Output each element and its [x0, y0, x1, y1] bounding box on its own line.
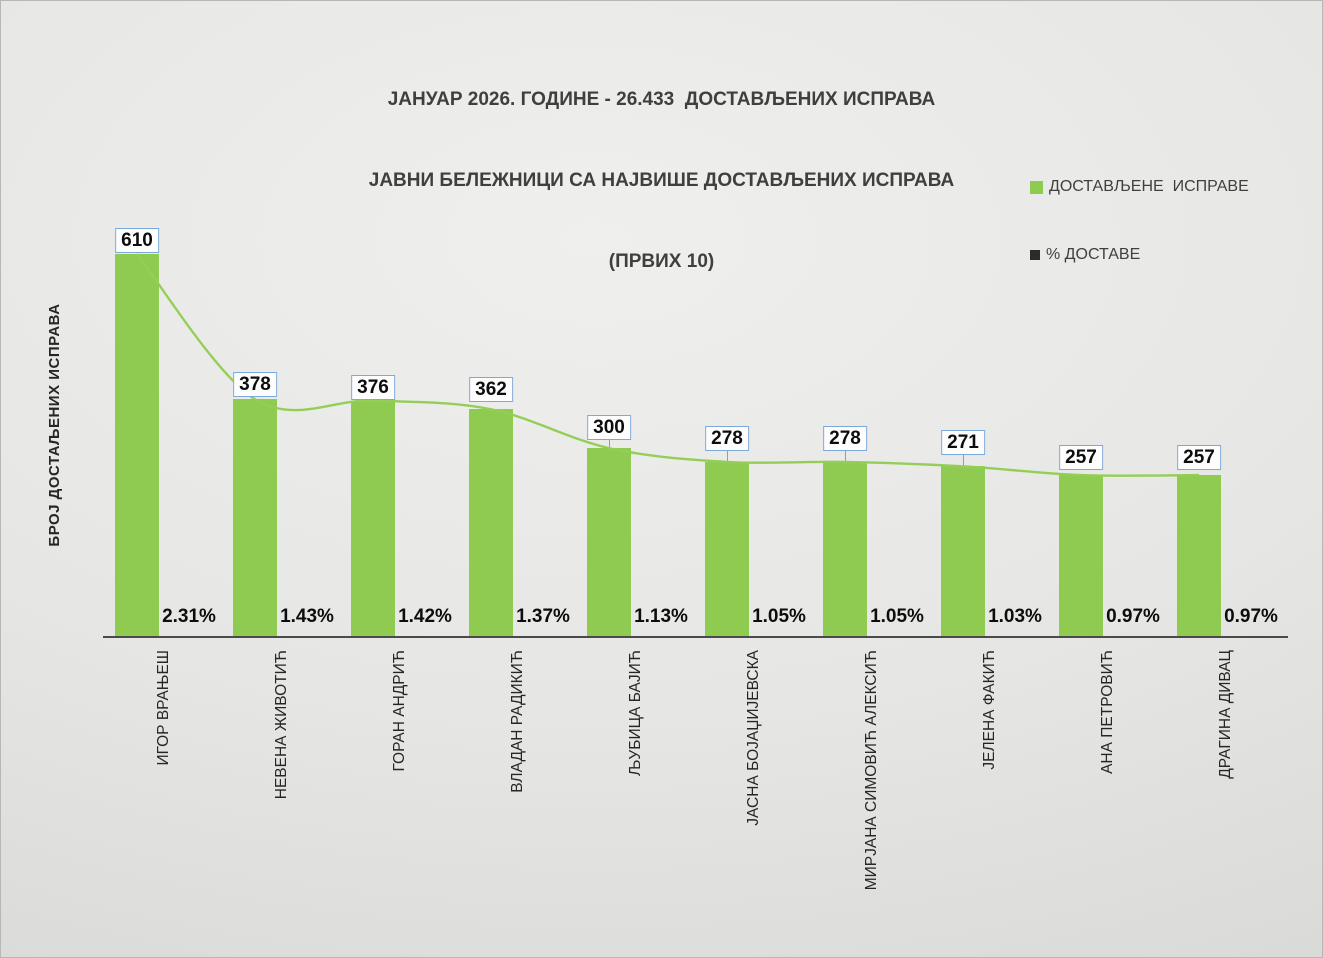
percent-label: 1.42% — [398, 606, 452, 627]
category-label: ГОРАН АНДРИЋ — [391, 650, 408, 772]
chart-title: ЈАНУАР 2026. ГОДИНЕ - 26.433 ДОСТАВЉЕНИХ… — [0, 32, 1323, 329]
chart-title-line3: (ПРВИХ 10) — [608, 251, 715, 272]
chart-title-line1: ЈАНУАР 2026. ГОДИНЕ - 26.433 ДОСТАВЉЕНИХ… — [387, 89, 936, 110]
bar-delivered-documents — [469, 409, 513, 636]
value-label: 257 — [1177, 445, 1221, 471]
bar-delivered-documents — [1177, 475, 1221, 636]
value-label: 362 — [469, 377, 513, 403]
percent-label: 1.05% — [752, 606, 806, 627]
category-label: ЉУБИЦА БАЈИЋ — [627, 650, 644, 776]
bar-delivered-documents — [1059, 475, 1103, 636]
bar-delivered-documents — [233, 399, 277, 636]
value-label: 378 — [233, 372, 277, 398]
chart-title-line2: ЈАВНИ БЕЛЕЖНИЦИ СА НАЈВИШЕ ДОСТАВЉЕНИХ И… — [368, 170, 955, 191]
value-label: 278 — [705, 425, 749, 451]
value-label: 278 — [823, 425, 867, 451]
value-label-leader-line — [609, 440, 610, 448]
bar-delivered-documents — [587, 448, 631, 636]
category-label: ДРАГИНА ДИВАЦ — [1217, 650, 1234, 779]
category-label: НЕВЕНА ЖИВОТИЋ — [273, 650, 290, 800]
value-label: 300 — [587, 415, 631, 441]
category-label: ВЛАДАН РАДИКИЋ — [509, 650, 526, 793]
percent-label: 0.97% — [1224, 606, 1278, 627]
value-label: 610 — [115, 228, 159, 253]
percent-label: 1.13% — [634, 606, 688, 627]
bar-delivered-documents — [115, 254, 159, 636]
bar-delivered-documents — [705, 461, 749, 636]
percent-label: 1.03% — [988, 606, 1042, 627]
bar-delivered-documents — [941, 466, 985, 636]
value-label: 257 — [1059, 445, 1103, 471]
percent-label: 1.43% — [280, 606, 334, 627]
percent-line-path — [136, 253, 1200, 477]
percent-label: 1.37% — [516, 606, 570, 627]
category-label: ИГОР ВРАЊЕШ — [155, 650, 172, 766]
value-label-leader-line — [963, 455, 964, 466]
value-label-leader-line — [727, 450, 728, 461]
bar-delivered-documents — [823, 461, 867, 636]
legend-swatch-percent-icon — [1030, 250, 1040, 260]
value-label: 376 — [351, 374, 395, 400]
percent-label: 2.31% — [162, 606, 216, 627]
percent-label: 0.97% — [1106, 606, 1160, 627]
category-label: МИРЈАНА СИМОВИЋ АЛЕКСИЋ — [863, 650, 880, 891]
value-label: 271 — [941, 430, 985, 456]
legend-swatch-delivered-icon — [1030, 180, 1043, 194]
legend-label-delivered: ДОСТАВЉЕНЕ ИСПРАВЕ — [1049, 178, 1249, 195]
category-label: ЈЕЛЕНА ФАКИЋ — [981, 650, 998, 770]
x-axis-line — [103, 636, 1288, 638]
legend-item-percent-delivery: % ДОСТАВЕ — [1030, 246, 1249, 264]
legend: ДОСТАВЉЕНЕ ИСПРАВЕ % ДОСТАВЕ — [1030, 178, 1249, 314]
legend-label-percent: % ДОСТАВЕ — [1046, 246, 1141, 263]
legend-item-delivered-documents: ДОСТАВЉЕНЕ ИСПРАВЕ — [1030, 178, 1249, 196]
category-label: ЈАСНА БОЈАЏИЈЕВСКА — [745, 650, 762, 826]
value-label-leader-line — [845, 450, 846, 461]
percent-label: 1.05% — [870, 606, 924, 627]
bar-delivered-documents — [351, 400, 395, 636]
category-label: АНА ПЕТРОВИЋ — [1099, 650, 1116, 774]
